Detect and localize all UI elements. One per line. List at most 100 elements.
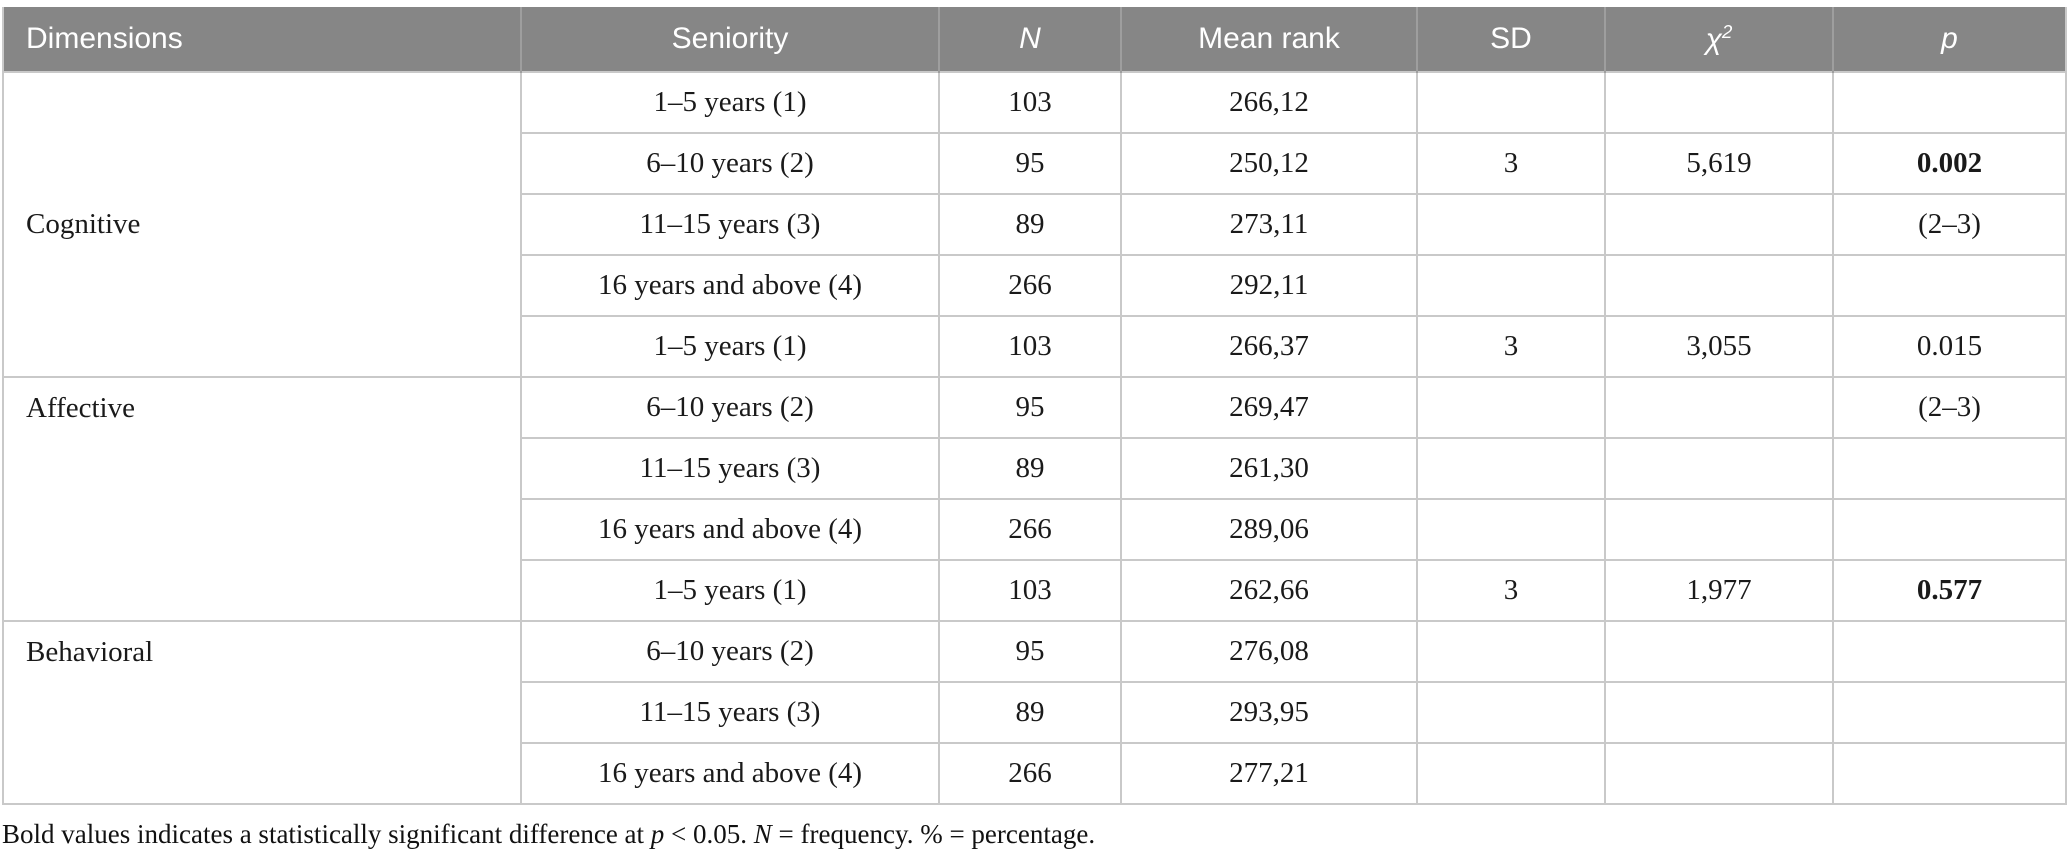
cell-sd <box>1416 71 1606 134</box>
header-cell-sd: SD <box>1416 7 1605 72</box>
dimension-label: Affective <box>26 392 135 424</box>
footnote-text: Bold values indicates a statistically si… <box>2 819 651 849</box>
cell-chi2 <box>1604 681 1834 744</box>
cell-sd <box>1416 681 1606 744</box>
cell-mean_rank: 292,11 <box>1120 254 1418 317</box>
cell-n: 89 <box>938 193 1122 256</box>
header-label: Dimensions <box>26 22 183 55</box>
cell-n: 95 <box>938 376 1122 439</box>
cell-mean_rank: 269,47 <box>1120 376 1418 439</box>
cell-seniority: 11–15 years (3) <box>520 437 940 500</box>
cell-chi2 <box>1604 193 1834 256</box>
cell-mean_rank: 277,21 <box>1120 742 1418 805</box>
cell-sd <box>1416 437 1606 500</box>
cell-n: 103 <box>938 315 1122 378</box>
cell-chi2: 3,055 <box>1604 315 1834 378</box>
cell-p: 0.015 <box>1832 315 2067 378</box>
header-cell-n: N <box>938 7 1121 72</box>
cell-mean_rank: 276,08 <box>1120 620 1418 683</box>
dimension-label: Cognitive <box>26 208 141 240</box>
cell-n: 95 <box>938 132 1122 195</box>
cell-sd <box>1416 193 1606 256</box>
header-label: SD <box>1490 22 1532 55</box>
cell-chi2: 5,619 <box>1604 132 1834 195</box>
cell-p: (2–3) <box>1832 376 2067 439</box>
cell-seniority: 6–10 years (2) <box>520 132 940 195</box>
header-label: Seniority <box>671 22 789 55</box>
cell-mean_rank: 293,95 <box>1120 681 1418 744</box>
cell-seniority: 16 years and above (4) <box>520 254 940 317</box>
header-cell-seniority: Seniority <box>520 7 939 72</box>
cell-p <box>1832 437 2067 500</box>
cell-sd <box>1416 254 1606 317</box>
cell-seniority: 11–15 years (3) <box>520 193 940 256</box>
cell-seniority: 16 years and above (4) <box>520 742 940 805</box>
cell-p <box>1832 498 2067 561</box>
cell-p <box>1832 681 2067 744</box>
cell-seniority: 6–10 years (2) <box>520 376 940 439</box>
header-cell-chi2: χ2 <box>1604 7 1833 72</box>
cell-chi2 <box>1604 254 1834 317</box>
cell-p: (2–3) <box>1832 193 2067 256</box>
header-label: N <box>1019 22 1041 55</box>
cell-chi2 <box>1604 437 1834 500</box>
footnote-text: = frequency. % = percentage. <box>771 819 1096 849</box>
dimension-cell-behavioral: Behavioral <box>2 620 522 805</box>
table-row: 16 years and above (4) 266 289,06 <box>3 498 2067 561</box>
cell-mean_rank: 289,06 <box>1120 498 1418 561</box>
cell-mean_rank: 273,11 <box>1120 193 1418 256</box>
table-row: Affective 6–10 years (2) 95 269,47 (2–3) <box>2 376 2067 622</box>
cell-n: 89 <box>938 437 1122 500</box>
cell-p <box>1832 620 2067 683</box>
cell-mean_rank: 250,12 <box>1120 132 1418 195</box>
cell-n: 266 <box>938 498 1122 561</box>
cell-seniority: 16 years and above (4) <box>520 498 940 561</box>
cell-n: 89 <box>938 681 1122 744</box>
cell-p: 0.577 <box>1832 559 2067 622</box>
cell-chi2 <box>1604 71 1834 134</box>
dimension-label: Behavioral <box>26 636 154 668</box>
cell-seniority: 1–5 years (1) <box>520 315 940 378</box>
header-cell-p: p <box>1832 7 2066 72</box>
table-header: Dimensions Seniority N Mean rank SD χ2 p <box>3 7 2066 72</box>
dimension-cell-cognitive: Cognitive <box>2 71 522 378</box>
cell-mean_rank: 261,30 <box>1120 437 1418 500</box>
table-row: 11–15 years (3) 89 273,11 (2–3) <box>3 193 2067 256</box>
header-row: Dimensions Seniority N Mean rank SD χ2 p <box>3 7 2066 72</box>
table-row: 1–5 years (1) 103 266,37 3 3,055 0.015 <box>3 315 2067 378</box>
table-row: 11–15 years (3) 89 293,95 <box>3 681 2067 744</box>
cell-p: 0.002 <box>1832 132 2067 195</box>
footnote-text: < 0.05. <box>664 819 754 849</box>
cell-n: 95 <box>938 620 1122 683</box>
table-footnote: Bold values indicates a statistically si… <box>2 819 2065 850</box>
cell-chi2 <box>1604 498 1834 561</box>
cell-n: 266 <box>938 254 1122 317</box>
cell-sd: 3 <box>1416 315 1606 378</box>
cell-n: 266 <box>938 742 1122 805</box>
header-superscript: 2 <box>1722 21 1733 42</box>
table-body: Cognitive 1–5 years (1) 103 266,12 6–10 year… <box>2 71 2067 805</box>
cell-chi2 <box>1604 376 1834 439</box>
table-row: Cognitive 1–5 years (1) 103 266,12 <box>2 71 2067 378</box>
footnote-n-symbol: N <box>753 819 772 849</box>
cell-sd: 3 <box>1416 132 1606 195</box>
table-row: 6–10 years (2) 95 250,12 3 5,619 0.002 <box>3 132 2067 195</box>
dimension-cell-affective: Affective <box>2 376 522 622</box>
header-cell-dimensions: Dimensions <box>3 7 521 72</box>
cell-sd <box>1416 376 1606 439</box>
cell-chi2 <box>1604 620 1834 683</box>
cell-sd <box>1416 742 1606 805</box>
table-row: 1–5 years (1) 103 262,66 3 1,977 0.577 <box>3 559 2067 622</box>
cell-mean_rank: 266,37 <box>1120 315 1418 378</box>
cell-chi2 <box>1604 742 1834 805</box>
cell-p <box>1832 742 2067 805</box>
cell-sd: 3 <box>1416 559 1606 622</box>
footnote-p-symbol: p <box>650 819 665 849</box>
cell-p <box>1832 71 2067 134</box>
cell-seniority: 1–5 years (1) <box>520 71 940 134</box>
table-row: 11–15 years (3) 89 261,30 <box>3 437 2067 500</box>
cell-sd <box>1416 620 1606 683</box>
cell-mean_rank: 266,12 <box>1120 71 1418 134</box>
header-cell-mean_rank: Mean rank <box>1120 7 1417 72</box>
